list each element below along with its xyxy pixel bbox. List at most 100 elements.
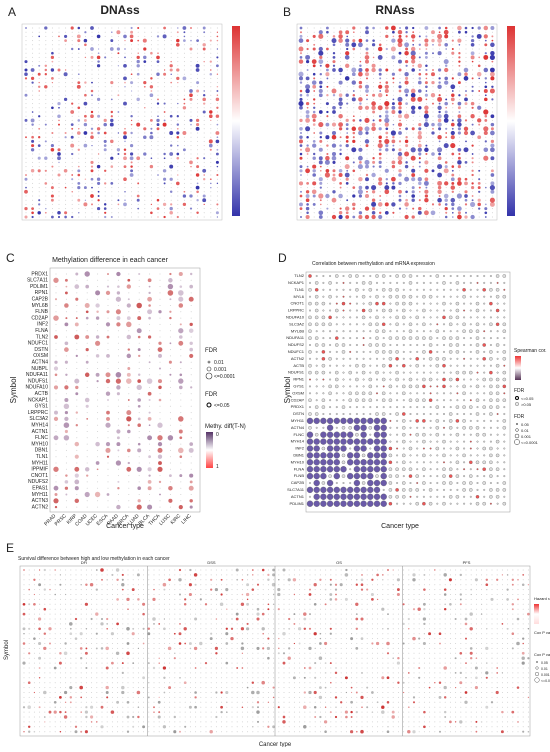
dot (108, 387, 109, 388)
dot (105, 162, 106, 163)
dot (382, 343, 385, 346)
dot (360, 49, 361, 50)
dot (470, 215, 474, 219)
dot (144, 141, 145, 142)
legend-label: 0.05 (521, 422, 530, 427)
dot (180, 500, 181, 501)
dot (177, 112, 178, 113)
dot (393, 196, 394, 197)
dot (471, 574, 472, 575)
dot (503, 371, 506, 374)
dot (347, 99, 348, 100)
dot (138, 499, 141, 502)
dot (24, 68, 27, 71)
dot (326, 123, 330, 127)
dot (443, 406, 445, 408)
dot (38, 203, 40, 205)
dot (308, 364, 311, 367)
dot (307, 162, 308, 163)
dot (322, 447, 325, 450)
dot (170, 207, 173, 210)
dot (417, 97, 422, 102)
dot (323, 330, 325, 332)
dot (483, 351, 485, 353)
dot (443, 310, 445, 312)
dot (76, 355, 78, 357)
dot (307, 124, 308, 125)
dot (91, 94, 93, 96)
dot (26, 200, 27, 201)
dot (319, 47, 323, 51)
dot (446, 154, 447, 155)
dot (149, 274, 150, 275)
dot (322, 406, 325, 409)
dot (117, 392, 120, 395)
dot (496, 440, 499, 443)
dot (116, 378, 121, 383)
dot (111, 212, 112, 213)
dot (374, 439, 380, 445)
dot (419, 175, 420, 176)
dot (191, 292, 192, 293)
dot (170, 305, 171, 306)
dot (405, 31, 407, 33)
dot (131, 73, 133, 75)
dot (65, 112, 66, 113)
dot (393, 208, 394, 209)
dot (117, 285, 120, 288)
dot (191, 36, 192, 37)
dot (159, 570, 160, 571)
dot (91, 90, 94, 93)
dot (149, 387, 150, 388)
dot (332, 190, 335, 193)
dot (332, 106, 336, 110)
dot (457, 358, 459, 360)
dot (70, 594, 71, 595)
dot (78, 154, 79, 155)
dot (170, 450, 171, 451)
dot (59, 78, 60, 79)
dot (131, 204, 132, 205)
dot (210, 191, 211, 192)
dot (164, 149, 165, 150)
dot (44, 85, 47, 88)
dot (492, 589, 493, 590)
dot (44, 569, 46, 571)
dot (381, 452, 387, 458)
dot (338, 38, 342, 42)
y-tick-label: ACTN3 (32, 498, 49, 504)
dot (91, 128, 93, 130)
dot (272, 573, 275, 576)
dot (470, 420, 472, 422)
y-tick-label: CD2AP (291, 397, 305, 402)
dot (404, 114, 409, 119)
dot (59, 28, 60, 29)
dot (411, 97, 416, 102)
dot (85, 467, 89, 471)
dot (163, 203, 166, 206)
dot (366, 39, 369, 42)
dot (85, 112, 86, 113)
dot (385, 69, 388, 72)
dot (463, 468, 465, 470)
dot (479, 53, 480, 54)
dot (111, 95, 112, 96)
dot (456, 316, 459, 319)
dot (386, 32, 387, 33)
dot (131, 124, 133, 126)
dot (90, 114, 94, 118)
dot (445, 216, 448, 219)
dot (59, 53, 60, 54)
dot (158, 133, 159, 134)
dot (483, 433, 486, 436)
dot (398, 169, 401, 172)
dot (426, 99, 428, 101)
dot (496, 454, 499, 457)
dot (425, 73, 427, 75)
dot (490, 317, 492, 319)
dot (437, 135, 441, 139)
dot (445, 107, 447, 109)
dot (65, 69, 66, 70)
dot (406, 208, 408, 210)
dot (211, 594, 212, 595)
